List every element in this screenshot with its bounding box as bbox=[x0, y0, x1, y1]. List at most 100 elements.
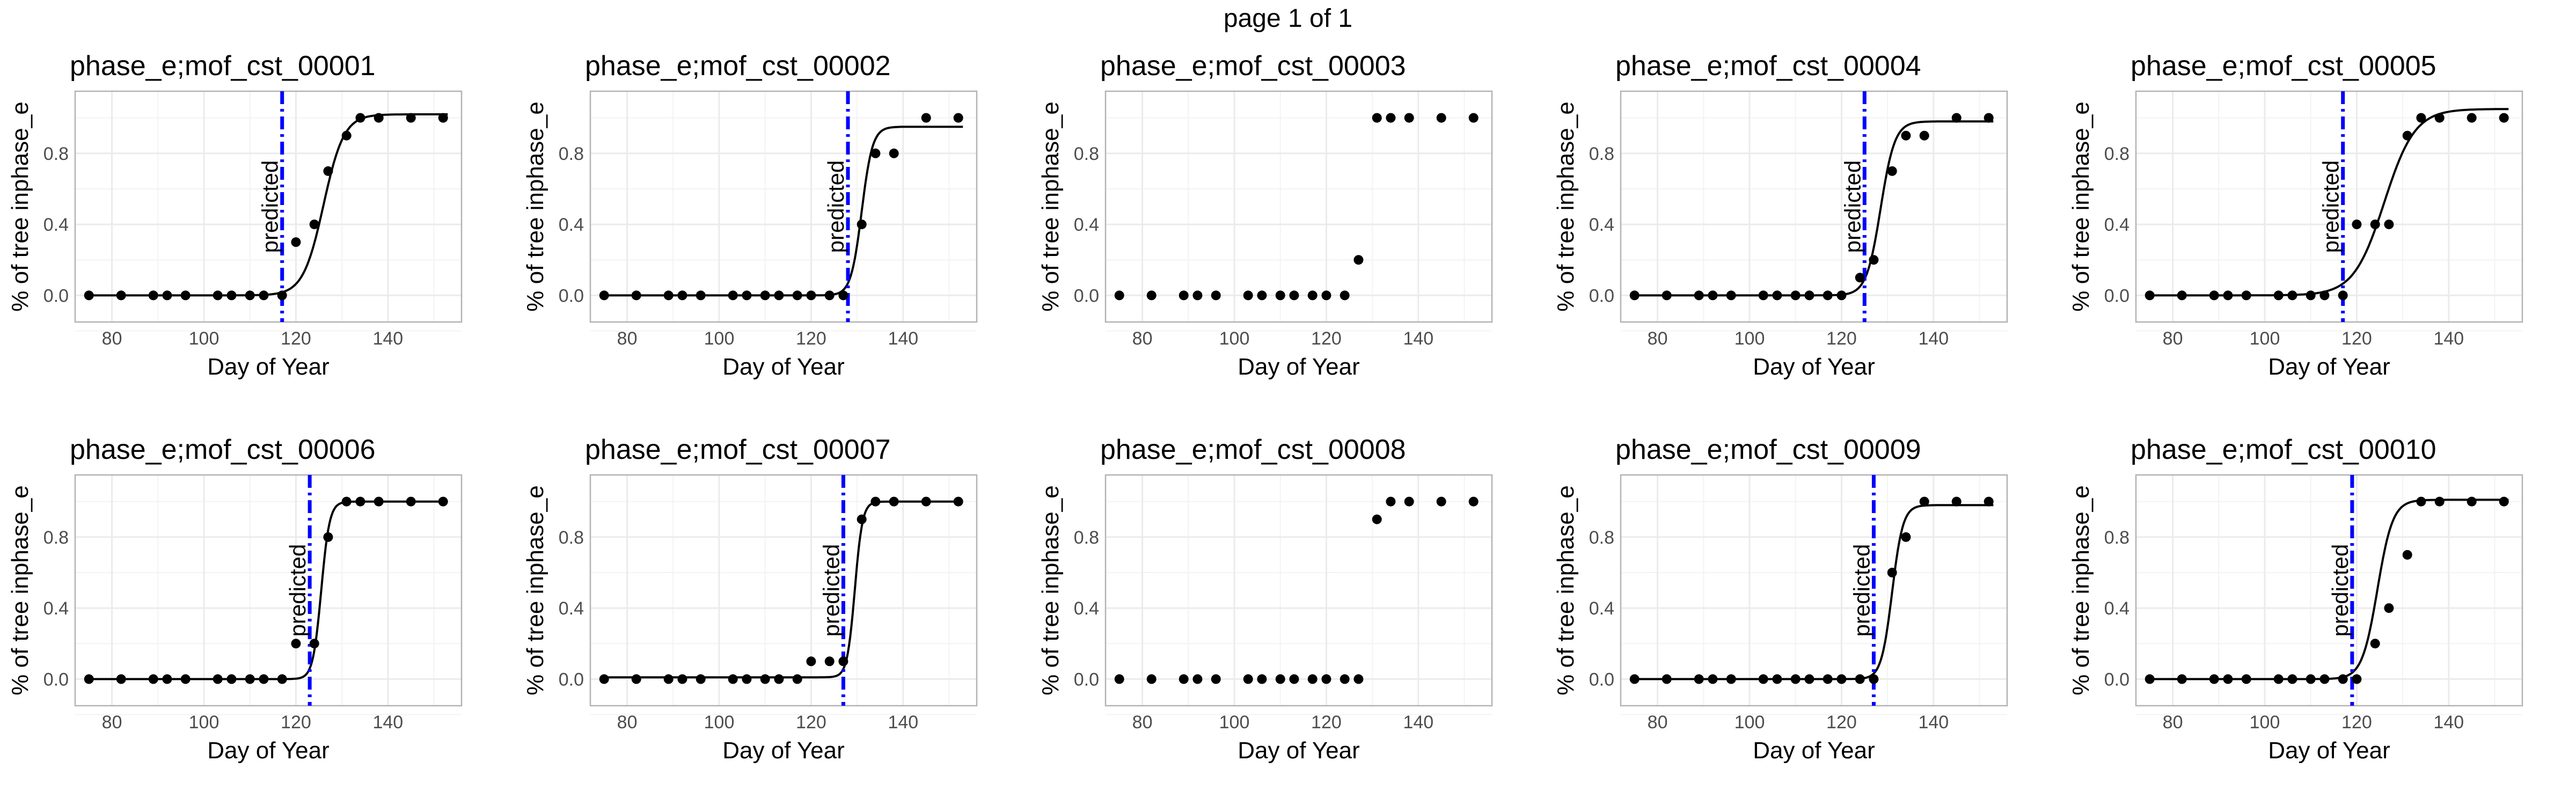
panel-border bbox=[589, 474, 978, 707]
data-point bbox=[1321, 674, 1331, 684]
y-tick-label: 0.8 bbox=[2104, 144, 2129, 164]
data-point bbox=[2287, 290, 2297, 301]
x-axis-label: Day of Year bbox=[2268, 737, 2390, 764]
data-point bbox=[824, 290, 835, 301]
y-tick-label: 0.4 bbox=[559, 598, 584, 619]
data-point bbox=[1662, 674, 1672, 684]
data-point bbox=[2402, 550, 2412, 560]
data-point bbox=[2223, 290, 2233, 301]
data-point bbox=[1257, 674, 1267, 684]
y-tick-label: 0.8 bbox=[559, 144, 584, 164]
data-point bbox=[341, 130, 352, 141]
data-point bbox=[760, 674, 770, 684]
predicted-label: predicted bbox=[258, 160, 283, 253]
fit-curve bbox=[89, 500, 448, 680]
data-point bbox=[1887, 166, 1897, 176]
data-point bbox=[1901, 532, 1911, 542]
y-tick-label: 0.4 bbox=[559, 215, 584, 235]
x-tick-label: 120 bbox=[1826, 712, 1857, 733]
data-point bbox=[889, 496, 899, 507]
data-point bbox=[953, 496, 963, 507]
y-tick-label: 0.8 bbox=[43, 144, 69, 164]
y-tick-label: 0.4 bbox=[1589, 215, 1614, 235]
data-point bbox=[2384, 603, 2394, 613]
predicted-label: predicted bbox=[285, 544, 310, 637]
data-point bbox=[792, 290, 802, 301]
data-point bbox=[2370, 219, 2380, 230]
data-point bbox=[1772, 290, 1782, 301]
data-point bbox=[2338, 674, 2348, 684]
data-point bbox=[1179, 290, 1189, 301]
data-point bbox=[677, 290, 687, 301]
y-tick-label: 0.4 bbox=[1074, 215, 1099, 235]
data-point bbox=[2434, 496, 2445, 507]
data-point bbox=[355, 496, 365, 507]
data-point bbox=[309, 219, 319, 230]
data-point bbox=[1919, 130, 1929, 141]
data-point bbox=[1694, 290, 1704, 301]
y-tick-label: 0.8 bbox=[2104, 528, 2129, 548]
x-tick-label: 100 bbox=[2250, 712, 2280, 733]
panel-title: phase_e;mof_cst_00010 bbox=[2131, 434, 2436, 465]
data-point bbox=[599, 674, 609, 684]
data-point bbox=[2384, 219, 2394, 230]
x-tick-label: 100 bbox=[189, 712, 219, 733]
data-point bbox=[438, 496, 448, 507]
data-point bbox=[1984, 496, 1994, 507]
data-point bbox=[857, 219, 867, 230]
data-point bbox=[1340, 290, 1350, 301]
x-tick-label: 140 bbox=[372, 712, 403, 733]
data-point bbox=[1823, 674, 1833, 684]
data-point bbox=[1275, 290, 1285, 301]
y-tick-label: 0.4 bbox=[43, 215, 69, 235]
data-point bbox=[148, 674, 158, 684]
y-tick-label: 0.0 bbox=[1589, 286, 1614, 306]
data-point bbox=[2499, 496, 2509, 507]
data-point bbox=[1790, 290, 1801, 301]
data-point bbox=[728, 290, 738, 301]
y-tick-label: 0.8 bbox=[1589, 528, 1614, 548]
x-tick-label: 140 bbox=[888, 328, 918, 349]
panel: phase_e;mof_cst_00002 80 100 120 140 0.0 0.4 0.… bbox=[522, 50, 978, 380]
data-point bbox=[84, 674, 94, 684]
x-tick-label: 80 bbox=[1132, 712, 1153, 733]
data-point bbox=[1984, 113, 1994, 123]
x-tick-label: 100 bbox=[704, 328, 735, 349]
y-tick-label: 0.0 bbox=[43, 286, 69, 306]
data-point bbox=[1836, 290, 1847, 301]
data-point bbox=[291, 237, 301, 247]
data-point bbox=[857, 514, 867, 524]
data-point bbox=[2241, 674, 2251, 684]
panel: phase_e;mof_cst_00005 80 100 120 140 0.0 0.4 0.… bbox=[2068, 50, 2523, 380]
panel-border bbox=[589, 90, 978, 323]
x-tick-label: 100 bbox=[2250, 328, 2280, 349]
data-point bbox=[921, 496, 931, 507]
y-tick-label: 0.0 bbox=[559, 669, 584, 690]
panel: phase_e;mof_cst_00001 80 100 120 140 0.0 0.4 0.… bbox=[7, 50, 463, 380]
data-point bbox=[2416, 113, 2426, 123]
y-axis-label: % of tree inphase_e bbox=[1553, 101, 1579, 311]
data-point bbox=[2338, 290, 2348, 301]
x-tick-label: 140 bbox=[372, 328, 403, 349]
data-point bbox=[1823, 290, 1833, 301]
x-tick-label: 120 bbox=[796, 712, 826, 733]
panel: phase_e;mof_cst_00009 80 100 120 140 0.0 0.4 0.… bbox=[1553, 434, 2008, 764]
data-point bbox=[1887, 567, 1897, 577]
data-point bbox=[1726, 674, 1736, 684]
page-title: page 1 of 1 bbox=[1224, 4, 1352, 33]
data-point bbox=[323, 532, 333, 542]
data-point bbox=[2319, 290, 2330, 301]
x-tick-label: 80 bbox=[102, 328, 122, 349]
data-point bbox=[838, 290, 848, 301]
data-point bbox=[1372, 113, 1382, 123]
data-point bbox=[728, 674, 738, 684]
x-tick-label: 120 bbox=[2341, 712, 2372, 733]
data-point bbox=[374, 113, 384, 123]
panel-border bbox=[74, 474, 463, 707]
x-tick-label: 100 bbox=[1735, 712, 1765, 733]
panel-title: phase_e;mof_cst_00007 bbox=[585, 434, 891, 465]
fit-curve bbox=[604, 500, 963, 679]
x-tick-label: 140 bbox=[2433, 712, 2464, 733]
data-point bbox=[1855, 273, 1865, 283]
